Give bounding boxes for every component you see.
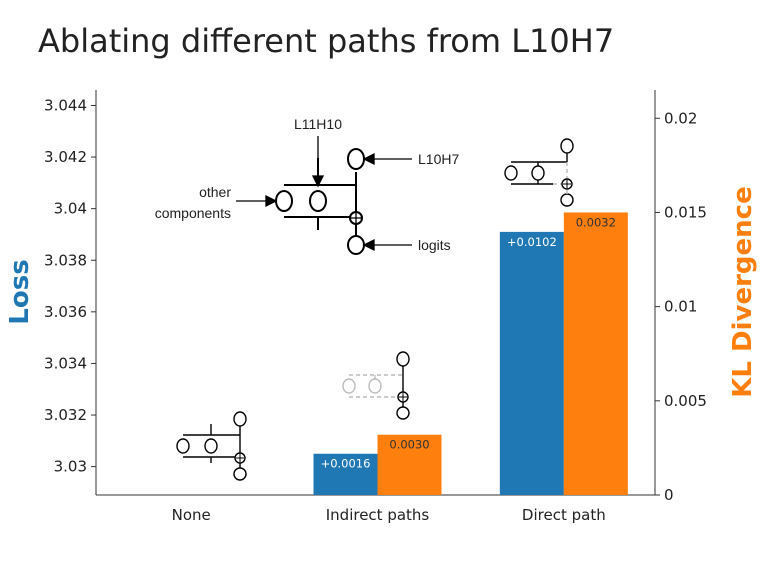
- left-tick-label: 3.038: [44, 251, 87, 269]
- right-tick-label: 0.02: [664, 109, 697, 127]
- left-tick-label: 3.032: [44, 406, 87, 424]
- right-y-ticks: 0 0.005 0.01 0.015 0.02: [655, 109, 707, 504]
- chart-title: Ablating different paths from L10H7: [38, 22, 614, 60]
- right-tick-label: 0.015: [664, 203, 707, 221]
- bar-value-label: +0.0016: [321, 457, 371, 471]
- annotation-l10h7: L10H7: [418, 151, 459, 167]
- circuit-diagram-direct: [504, 138, 574, 207]
- left-tick-label: 3.03: [54, 458, 87, 476]
- bar-loss: [313, 453, 378, 495]
- left-tick-label: 3.042: [44, 148, 87, 166]
- y-axis-label-left: Loss: [5, 259, 35, 324]
- x-category-label: Indirect paths: [326, 506, 430, 524]
- bar-loss: [499, 231, 564, 496]
- bar-value-label: 0.0030: [389, 438, 429, 452]
- right-tick-label: 0: [664, 486, 674, 504]
- annotation-other: other: [199, 184, 231, 200]
- left-y-ticks: 3.03 3.032 3.034 3.036 3.038 3.04 3.042 3.044: [44, 96, 96, 476]
- annotation-logits: logits: [418, 237, 451, 253]
- x-category-label: None: [172, 506, 211, 524]
- bar-value-label: 0.0032: [576, 215, 616, 229]
- l11h10-node: [309, 190, 327, 212]
- x-category-labels: None Indirect paths Direct path: [172, 506, 606, 524]
- bar-value-label: +0.0102: [507, 235, 557, 249]
- component-node: [275, 190, 293, 212]
- left-tick-label: 3.044: [44, 96, 87, 114]
- right-tick-label: 0.01: [664, 298, 697, 316]
- y-axis-label-right: KL Divergence: [728, 186, 758, 397]
- bars: +0.0016 0.0030 +0.0102 0.0032: [313, 212, 628, 496]
- annotation-l11h10: L11H10: [294, 116, 342, 132]
- bar-kl: [563, 212, 628, 495]
- diagram-arrows: [236, 136, 412, 252]
- left-tick-label: 3.036: [44, 303, 87, 321]
- circuit-diagram-indirect: [342, 351, 410, 420]
- circuit-diagram-none: [176, 411, 247, 481]
- left-tick-label: 3.04: [54, 200, 87, 218]
- logits-node: [347, 235, 365, 255]
- circuit-diagram-main: [275, 148, 365, 255]
- annotation-components: components: [155, 205, 231, 221]
- x-category-label: Direct path: [522, 506, 606, 524]
- l10h7-node: [347, 148, 365, 170]
- right-tick-label: 0.005: [664, 392, 707, 410]
- bar-kl: [377, 434, 442, 495]
- left-tick-label: 3.034: [44, 354, 87, 372]
